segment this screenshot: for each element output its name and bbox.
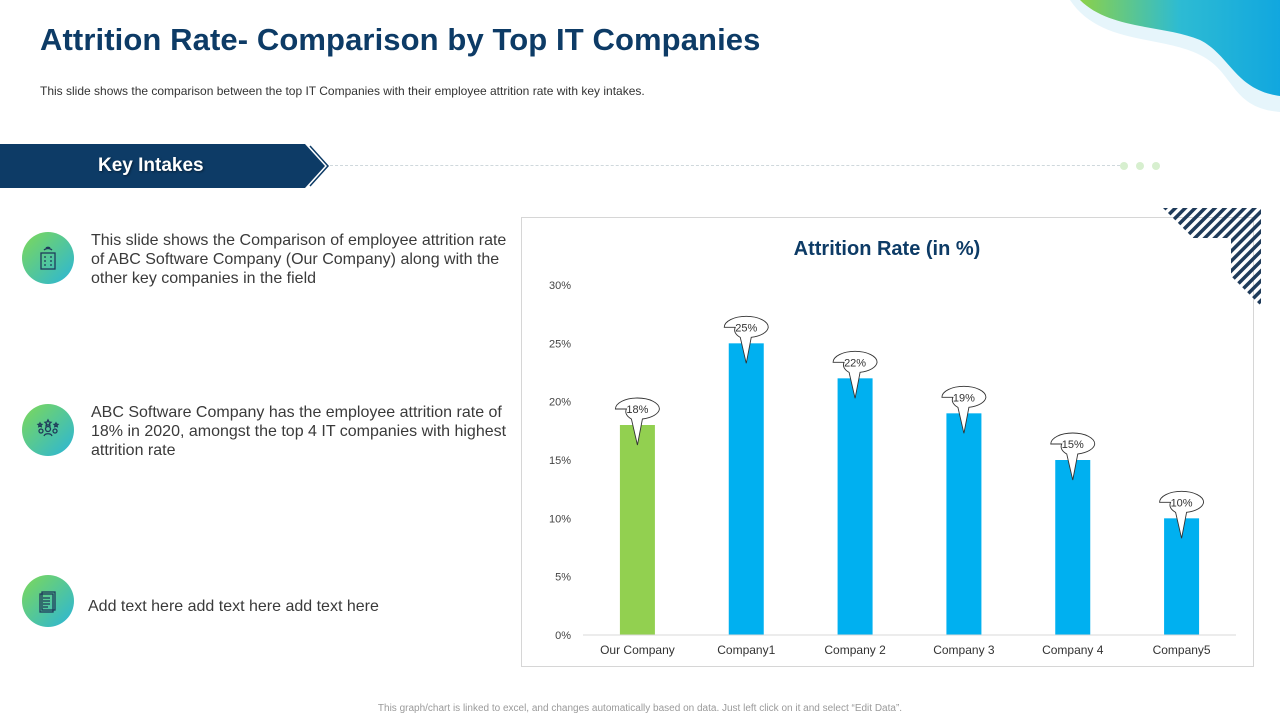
key-intakes-label: Key Intakes [98, 155, 204, 176]
y-tick-label: 10% [549, 513, 571, 525]
y-tick-label: 30% [549, 280, 571, 292]
y-tick-label: 25% [549, 338, 571, 350]
data-label-5: 15% [1062, 439, 1084, 451]
y-tick-label: 0% [555, 630, 571, 642]
data-label-callout-3 [832, 350, 878, 399]
data-label-6: 10% [1171, 497, 1193, 509]
data-label-callout-1 [614, 397, 660, 446]
bar-2[interactable] [728, 343, 764, 635]
data-label-4: 19% [953, 392, 975, 404]
corner-hatch-decoration [1163, 208, 1261, 306]
x-tick-label: Company5 [1153, 643, 1211, 657]
x-tick-label: Company1 [717, 643, 775, 657]
intake-text-3: Add text here add text here add text her… [88, 598, 379, 615]
bar-5[interactable] [1055, 460, 1091, 635]
attrition-bar-chart[interactable]: Attrition Rate (in %) 0% 5% 10% 15% 20% 25% 30… [521, 217, 1252, 665]
bar-1[interactable] [619, 425, 655, 635]
footer-note: This graph/chart is linked to excel, and… [377, 703, 903, 714]
page-subtitle: This slide shows the comparison between … [40, 84, 645, 98]
key-intakes-banner [0, 144, 330, 188]
data-label-callout-6 [1159, 490, 1205, 539]
office-building-icon [22, 232, 74, 284]
chart-title: Attrition Rate (in %) [794, 238, 981, 260]
document-icon [22, 575, 74, 627]
bar-3[interactable] [837, 378, 873, 635]
data-label-callout-5 [1050, 432, 1096, 481]
corner-wave-decoration [1070, 0, 1280, 112]
y-tick-label: 5% [555, 572, 571, 584]
x-tick-label: Company 2 [824, 643, 886, 657]
y-tick-label: 20% [549, 397, 571, 409]
intake-text-2: ABC Software Company has the employee at… [91, 404, 507, 459]
banner-divider [330, 165, 1120, 166]
divider-dots [1120, 162, 1160, 170]
data-label-callout-4 [941, 385, 987, 434]
x-tick-label: Our Company [600, 643, 675, 657]
data-label-callout-2 [723, 315, 769, 364]
data-label-2: 25% [735, 322, 757, 334]
x-tick-label: Company 4 [1042, 643, 1104, 657]
data-label-1: 18% [626, 404, 648, 416]
page-title: Attrition Rate- Comparison by Top IT Com… [40, 22, 761, 57]
bar-4[interactable] [946, 413, 982, 635]
y-tick-label: 15% [549, 455, 571, 467]
x-tick-label: Company 3 [933, 643, 995, 657]
intake-text-1: This slide shows the Comparison of emplo… [91, 232, 507, 287]
team-stars-icon [22, 404, 74, 456]
data-label-3: 22% [844, 357, 866, 369]
